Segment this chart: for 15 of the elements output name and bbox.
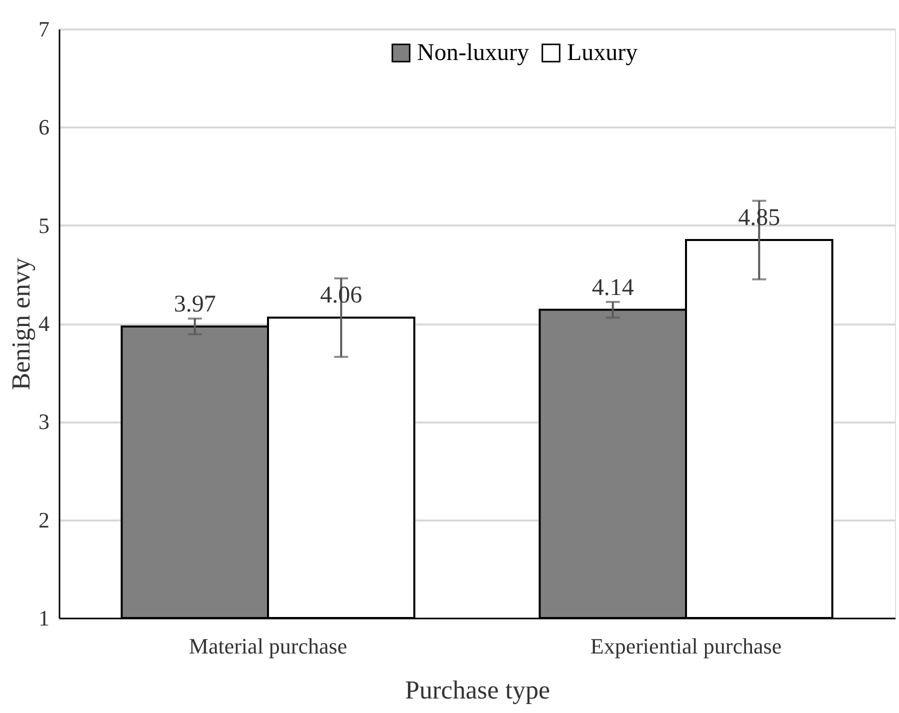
y-tick-label: 1 [38,606,50,630]
y-tick-label: 6 [38,114,50,140]
y-tick-label: 3 [38,409,50,434]
x-tick-label: Material purchase [188,634,348,658]
x-axis-title: Purchase type [404,676,550,704]
y-axis-title: Benign envy [6,258,36,390]
legend-label: Luxury [567,40,638,66]
legend-label: Non-luxury [417,40,529,66]
data-label: 3.97 [174,291,216,318]
data-label: 4.14 [592,274,634,301]
y-tick-label: 5 [38,212,50,238]
y-tick-label: 2 [38,507,50,532]
x-tick-label: Experiential purchase [590,634,782,658]
y-tick-label: 7 [38,16,50,42]
y-tick-label: 4 [38,311,50,336]
